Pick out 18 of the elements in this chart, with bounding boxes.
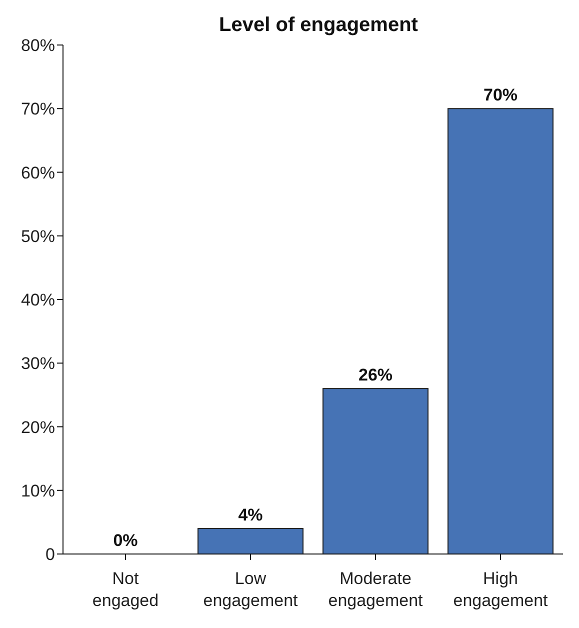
x-tick-label: Moderate engagement: [328, 569, 424, 610]
y-tick-label: 70%: [20, 100, 55, 119]
x-tick-label: High engagement: [453, 569, 548, 610]
data-label: 70%: [483, 86, 518, 105]
chart-title: Level of engagement: [218, 14, 419, 37]
y-tick-label: 20%: [20, 418, 55, 437]
y-tick-label: 80%: [20, 36, 55, 56]
data-label: 0%: [113, 531, 138, 550]
y-tick-label: 40%: [20, 290, 55, 310]
x-tick-label: Low engagement: [203, 569, 298, 610]
data-label: 26%: [358, 366, 393, 385]
y-tick-label: 10%: [20, 481, 55, 500]
data-label: 4%: [238, 506, 263, 525]
y-tick-label: 0: [46, 545, 55, 564]
y-tick-label: 60%: [20, 163, 55, 182]
y-tick-label: 30%: [20, 354, 55, 374]
x-tick-label: Not engaged: [92, 569, 159, 610]
y-tick-label: 50%: [20, 226, 55, 246]
